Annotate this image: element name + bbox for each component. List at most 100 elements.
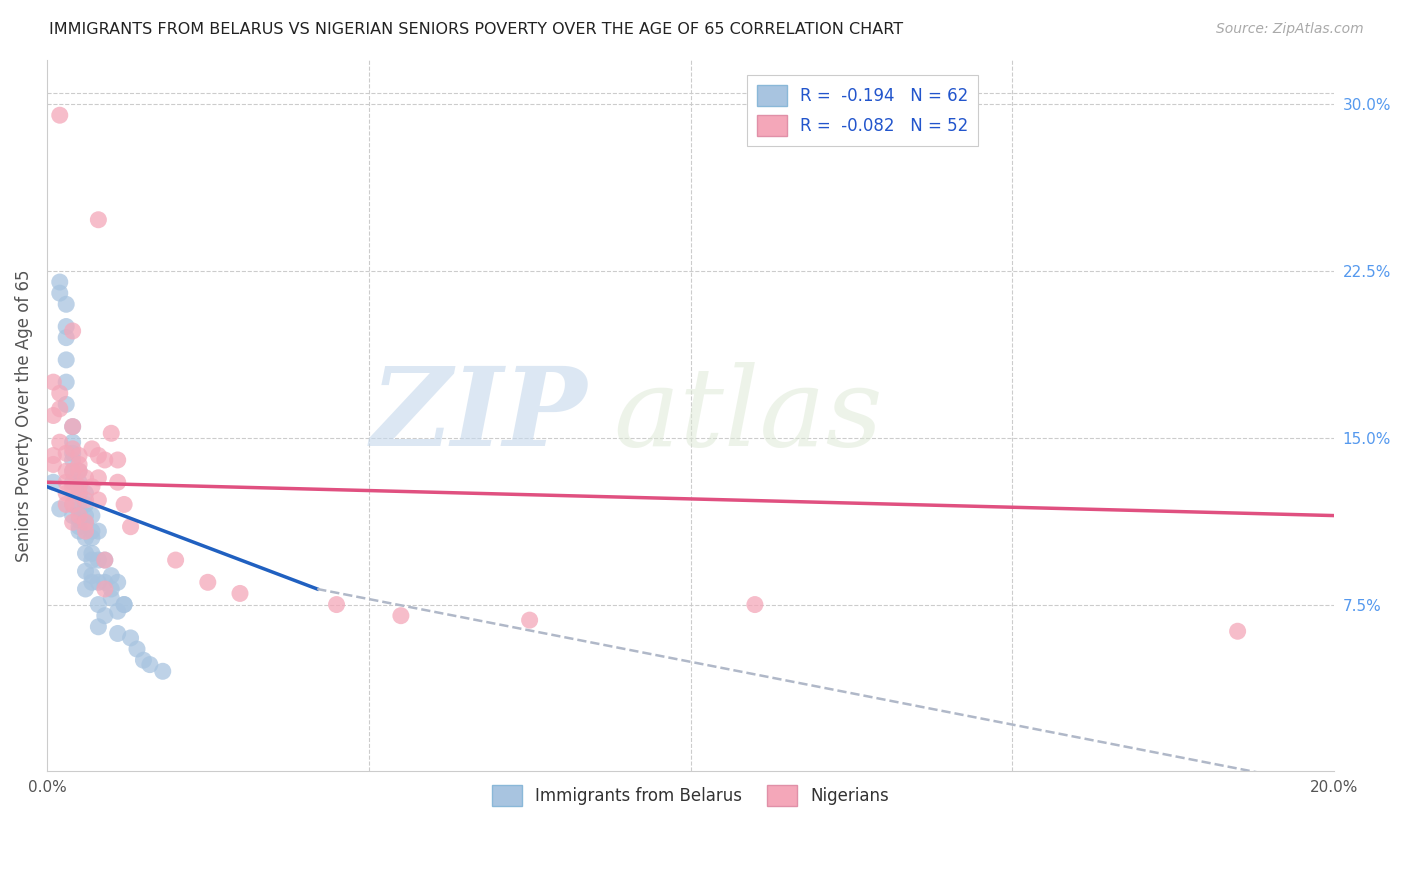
Point [80,480,103,494]
Point [67,508,90,523]
Point [229,586,252,600]
Point [62,498,84,512]
Point [112,598,135,612]
Point [67,449,90,463]
Point [152,665,174,679]
Point [55,486,77,500]
Point [67,486,90,500]
Point [87,449,110,463]
Point [55,397,77,411]
Point [100,568,122,582]
Point [94,453,117,467]
Point [87,212,110,227]
Text: atlas: atlas [613,362,883,469]
Point [107,626,129,640]
Point [62,464,84,478]
Point [67,480,90,494]
Point [62,480,84,494]
Point [94,553,117,567]
Point [49,386,72,401]
Point [325,598,347,612]
Point [80,442,103,456]
Point [94,582,117,596]
Point [55,319,77,334]
Point [75,515,97,529]
Point [94,553,117,567]
Point [87,575,110,590]
Point [87,524,110,538]
Point [62,419,84,434]
Point [107,575,129,590]
Point [67,458,90,472]
Point [80,524,103,538]
Point [55,331,77,345]
Point [67,486,90,500]
Point [49,286,72,301]
Text: Source: ZipAtlas.com: Source: ZipAtlas.com [1216,22,1364,37]
Point [67,513,90,527]
Point [75,486,97,500]
Point [87,620,110,634]
Point [87,598,110,612]
Point [55,352,77,367]
Point [62,515,84,529]
Point [67,524,90,538]
Point [67,475,90,490]
Point [62,508,84,523]
Point [49,401,72,416]
Point [744,598,766,612]
Point [55,464,77,478]
Legend: Immigrants from Belarus, Nigerians: Immigrants from Belarus, Nigerians [482,775,900,816]
Point [87,493,110,508]
Point [107,604,129,618]
Point [120,631,142,645]
Point [100,591,122,605]
Point [49,108,72,122]
Text: ZIP: ZIP [371,362,588,469]
Text: IMMIGRANTS FROM BELARUS VS NIGERIAN SENIORS POVERTY OVER THE AGE OF 65 CORRELATI: IMMIGRANTS FROM BELARUS VS NIGERIAN SENI… [49,22,903,37]
Point [62,442,84,456]
Point [120,519,142,533]
Point [42,375,65,389]
Point [87,471,110,485]
Point [132,653,155,667]
Point [75,524,97,538]
Point [80,553,103,567]
Point [75,546,97,560]
Point [49,435,72,450]
Point [42,458,65,472]
Point [389,608,412,623]
Point [75,564,97,578]
Point [94,608,117,623]
Point [55,297,77,311]
Point [62,464,84,478]
Point [62,324,84,338]
Point [42,449,65,463]
Point [67,480,90,494]
Point [139,657,162,672]
Point [62,419,84,434]
Point [75,515,97,529]
Point [125,642,148,657]
Point [55,475,77,490]
Y-axis label: Seniors Poverty Over the Age of 65: Seniors Poverty Over the Age of 65 [15,269,32,562]
Point [80,575,103,590]
Point [107,453,129,467]
Point [62,453,84,467]
Point [62,435,84,450]
Point [67,502,90,516]
Point [165,553,187,567]
Point [100,426,122,441]
Point [75,531,97,545]
Point [75,498,97,512]
Point [75,471,97,485]
Point [80,546,103,560]
Point [100,582,122,596]
Point [55,498,77,512]
Point [62,446,84,460]
Point [62,498,84,512]
Point [55,375,77,389]
Point [80,508,103,523]
Point [112,498,135,512]
Point [80,568,103,582]
